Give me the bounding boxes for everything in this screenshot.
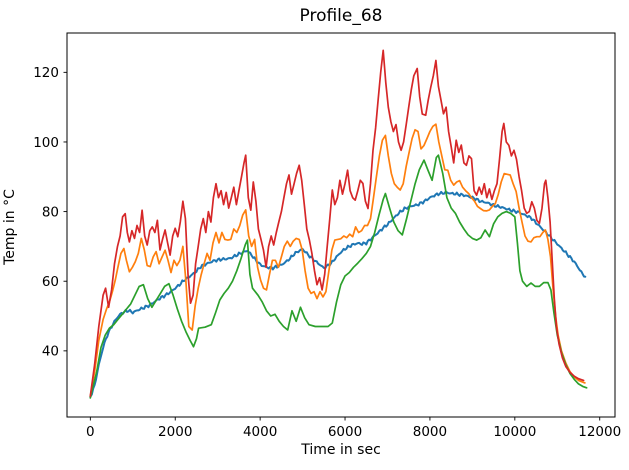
series-orange	[89, 123, 586, 398]
y-tick-label: 40	[42, 344, 59, 360]
y-tick-label: 120	[33, 65, 59, 81]
x-tick-label: 12000	[578, 424, 621, 440]
y-tick-label: 100	[33, 135, 59, 151]
x-tick-label: 0	[86, 424, 95, 440]
x-tick-label: 4000	[243, 424, 277, 440]
x-tick-label: 6000	[328, 424, 362, 440]
series-blue	[89, 190, 587, 398]
x-tick-label: 10000	[493, 424, 536, 440]
chart-title: Profile_68	[299, 6, 383, 26]
x-tick-label: 8000	[413, 424, 447, 440]
y-axis-label: Temp in °C	[2, 189, 18, 265]
plot-area-border	[66, 32, 616, 418]
series-green	[89, 154, 588, 399]
series-red	[89, 49, 585, 397]
x-tick-label: 2000	[158, 424, 192, 440]
y-tick-label: 80	[42, 204, 59, 220]
x-axis-label: Time in sec	[301, 442, 381, 458]
y-tick-label: 60	[42, 274, 59, 290]
